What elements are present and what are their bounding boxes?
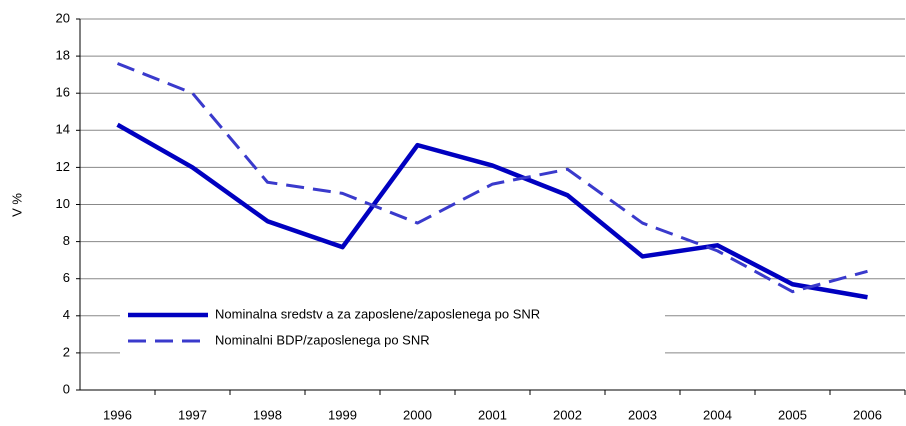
y-tick-label: 4 xyxy=(63,307,70,322)
y-tick-label: 12 xyxy=(56,159,70,174)
y-tick-label: 2 xyxy=(63,344,70,359)
y-axis-label: V % xyxy=(9,193,24,217)
x-tick-label: 2005 xyxy=(778,407,807,422)
y-tick-label: 6 xyxy=(63,270,70,285)
y-tick-label: 20 xyxy=(56,10,70,25)
y-tick-label: 18 xyxy=(56,48,70,63)
x-tick-label: 1997 xyxy=(178,407,207,422)
x-tick-label: 2001 xyxy=(478,407,507,422)
x-tick-label: 2006 xyxy=(853,407,882,422)
legend-box xyxy=(120,295,665,361)
series-line xyxy=(116,62,868,294)
y-tick-label: 8 xyxy=(63,233,70,248)
y-tick-label: 16 xyxy=(56,85,70,100)
legend-label: Nominalna sredstv a za zaposlene/zaposle… xyxy=(215,306,540,321)
x-tick-label: 1998 xyxy=(253,407,282,422)
y-tick-label: 14 xyxy=(56,122,70,137)
x-tick-label: 2003 xyxy=(628,407,657,422)
legend-label: Nominalni BDP/zaposlenega po SNR xyxy=(215,332,430,347)
y-tick-label: 10 xyxy=(56,196,70,211)
x-tick-label: 1996 xyxy=(103,407,132,422)
x-tick-label: 2004 xyxy=(703,407,732,422)
y-tick-label: 0 xyxy=(63,381,70,396)
x-tick-label: 2000 xyxy=(403,407,432,422)
series-line xyxy=(116,122,868,300)
x-tick-label: 2002 xyxy=(553,407,582,422)
x-tick-label: 1999 xyxy=(328,407,357,422)
